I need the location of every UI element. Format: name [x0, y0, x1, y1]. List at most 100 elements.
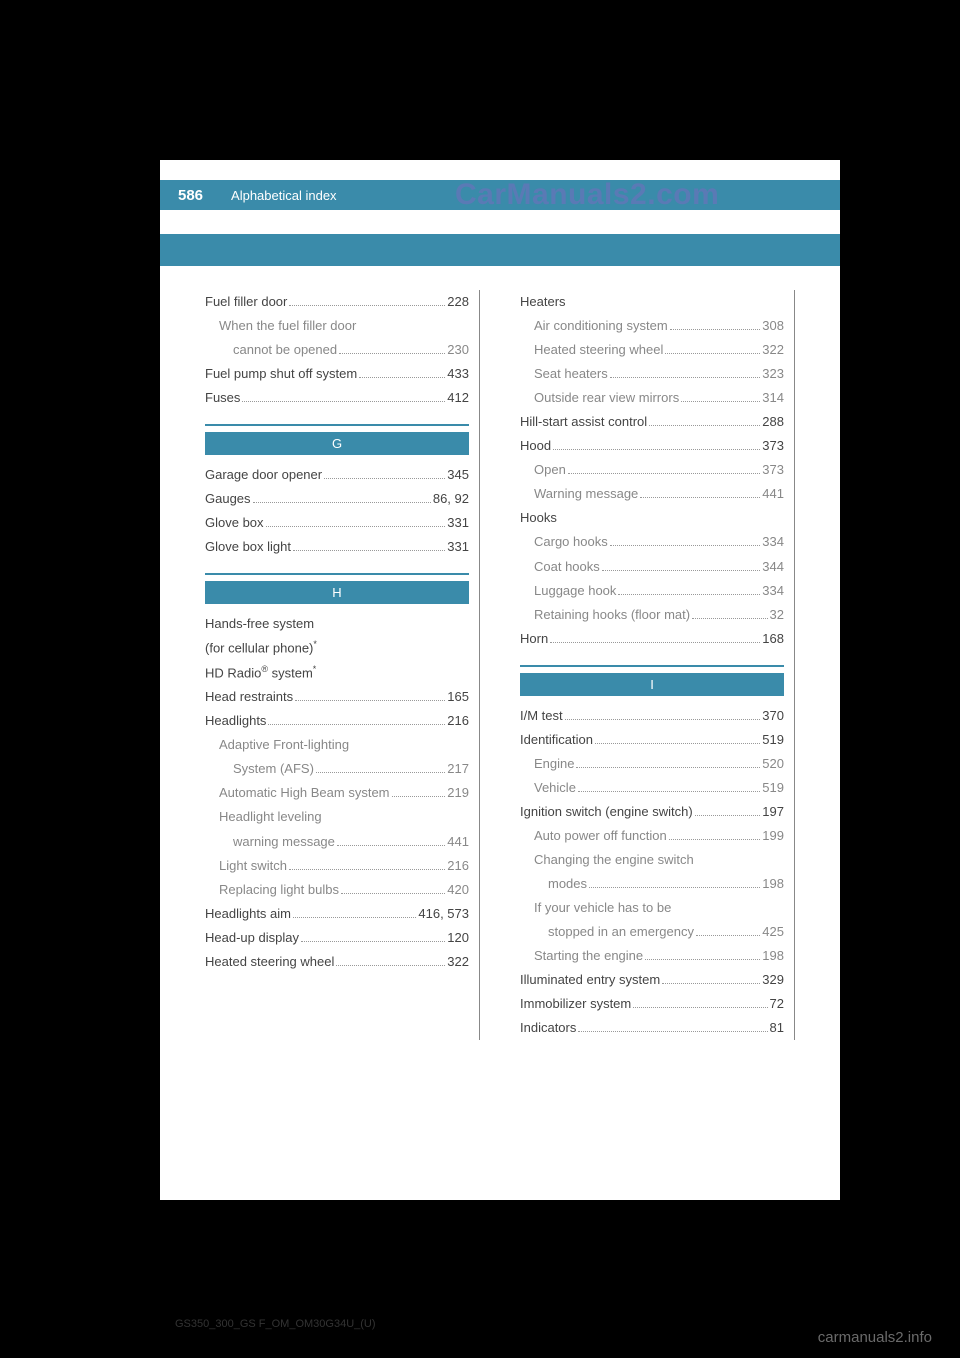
index-entry-label: If your vehicle has to be [534, 896, 671, 920]
index-leader-dots [293, 917, 416, 918]
index-entry-page: 329 [762, 968, 784, 992]
index-entry: Indicators 81 [520, 1016, 784, 1040]
index-entry: stopped in an emergency425 [520, 920, 784, 944]
index-leader-dots [695, 815, 761, 816]
index-entry: Changing the engine switch [520, 848, 784, 872]
index-entry-label: Fuel pump shut off system [205, 362, 357, 386]
index-entry-page: 199 [762, 824, 784, 848]
index-entry: Headlights216 [205, 709, 469, 733]
index-entry-label: Hands-free system [205, 612, 314, 636]
index-entry-page: 72 [770, 992, 784, 1016]
index-entry-label: Hooks [520, 506, 557, 530]
index-entry-label: Fuses [205, 386, 240, 410]
index-entry-label: Replacing light bulbs [219, 878, 339, 902]
index-leader-dots [602, 570, 761, 571]
index-entry-label: Auto power off function [534, 824, 667, 848]
index-entry: Glove box331 [205, 511, 469, 535]
index-entry-page: 334 [762, 530, 784, 554]
index-entry: Automatic High Beam system219 [205, 781, 469, 805]
index-entry: Head-up display120 [205, 926, 469, 950]
index-entry: If your vehicle has to be [520, 896, 784, 920]
index-entry-page: 373 [762, 434, 784, 458]
index-entry-label: Head-up display [205, 926, 299, 950]
index-entry-label: Horn [520, 627, 548, 651]
index-entry-label: Warning message [534, 482, 638, 506]
index-entry-page: 370 [762, 704, 784, 728]
index-entry-label: Illuminated entry system [520, 968, 660, 992]
section-title: Alphabetical index [231, 188, 337, 203]
index-entry: Air conditioning system308 [520, 314, 784, 338]
index-entry: Replacing light bulbs 420 [205, 878, 469, 902]
index-entry: Fuel pump shut off system433 [205, 362, 469, 386]
index-leader-dots [339, 353, 445, 354]
index-entry: Illuminated entry system 329 [520, 968, 784, 992]
index-entry: Gauges 86, 92 [205, 487, 469, 511]
index-leader-dots [293, 550, 445, 551]
index-entry: Vehicle519 [520, 776, 784, 800]
index-leader-dots [253, 502, 431, 503]
index-entry: Open373 [520, 458, 784, 482]
index-entry-label: Heated steering wheel [205, 950, 334, 974]
index-entry-page: 32 [770, 603, 784, 627]
index-entry-label: Garage door opener [205, 463, 322, 487]
index-entry: Cargo hooks 334 [520, 530, 784, 554]
index-section-header: G [205, 432, 469, 455]
index-entry-page: 331 [447, 535, 469, 559]
index-leader-dots [649, 425, 760, 426]
index-leader-dots [568, 473, 760, 474]
index-entry-page: 520 [762, 752, 784, 776]
index-entry-label: modes [548, 872, 587, 896]
index-entry: Coat hooks 344 [520, 555, 784, 579]
index-entry-page: 344 [762, 555, 784, 579]
index-entry-label: Coat hooks [534, 555, 600, 579]
index-entry: Auto power off function 199 [520, 824, 784, 848]
index-entry-page: 86, 92 [433, 487, 469, 511]
index-entry-page: 197 [762, 800, 784, 824]
index-entry-label: Cargo hooks [534, 530, 608, 554]
index-leader-dots [662, 983, 760, 984]
index-entry: Glove box light 331 [205, 535, 469, 559]
index-entry: Starting the engine198 [520, 944, 784, 968]
footer-site-link: carmanuals2.info [818, 1329, 932, 1346]
index-entry-page: 216 [447, 854, 469, 878]
index-entry-label: Fuel filler door [205, 290, 287, 314]
index-entry-label: Adaptive Front-lighting [219, 733, 349, 757]
index-entry-page: 198 [762, 872, 784, 896]
index-entry-label: Engine [534, 752, 574, 776]
index-entry-page: 519 [762, 776, 784, 800]
index-entry: I/M test370 [520, 704, 784, 728]
index-leader-dots [550, 642, 760, 643]
index-entry-page: 323 [762, 362, 784, 386]
index-entry: Seat heaters 323 [520, 362, 784, 386]
index-leader-dots [337, 845, 445, 846]
index-leader-dots [392, 796, 446, 797]
index-entry-label: Indicators [520, 1016, 576, 1040]
index-entry-label: Headlights [205, 709, 266, 733]
index-left-column: Fuel filler door228When the fuel filler … [205, 290, 480, 1040]
index-entry-page: 198 [762, 944, 784, 968]
index-entry: HD Radio® system* [205, 661, 469, 685]
index-entry: Head restraints165 [205, 685, 469, 709]
index-leader-dots [696, 935, 760, 936]
index-leader-dots [324, 478, 445, 479]
index-leader-dots [301, 941, 445, 942]
index-entry-page: 420 [447, 878, 469, 902]
index-entry-page: 81 [770, 1016, 784, 1040]
index-entry: Engine 520 [520, 752, 784, 776]
index-entry-label: Outside rear view mirrors [534, 386, 679, 410]
index-entry: When the fuel filler door [205, 314, 469, 338]
index-entry-label: Immobilizer system [520, 992, 631, 1016]
index-entry-page: 373 [762, 458, 784, 482]
index-entry-label: Seat heaters [534, 362, 608, 386]
index-entry-label: Glove box light [205, 535, 291, 559]
index-entry: Heaters [520, 290, 784, 314]
index-entry-label: Headlight leveling [219, 805, 322, 829]
index-entry-label: Gauges [205, 487, 251, 511]
index-entry: Immobilizer system 72 [520, 992, 784, 1016]
index-entry: Headlight leveling [205, 805, 469, 829]
index-entry: System (AFS)217 [205, 757, 469, 781]
index-entry: Hood373 [520, 434, 784, 458]
index-entry-page: 334 [762, 579, 784, 603]
index-content: Fuel filler door228When the fuel filler … [205, 290, 795, 1040]
index-leader-dots [242, 401, 445, 402]
